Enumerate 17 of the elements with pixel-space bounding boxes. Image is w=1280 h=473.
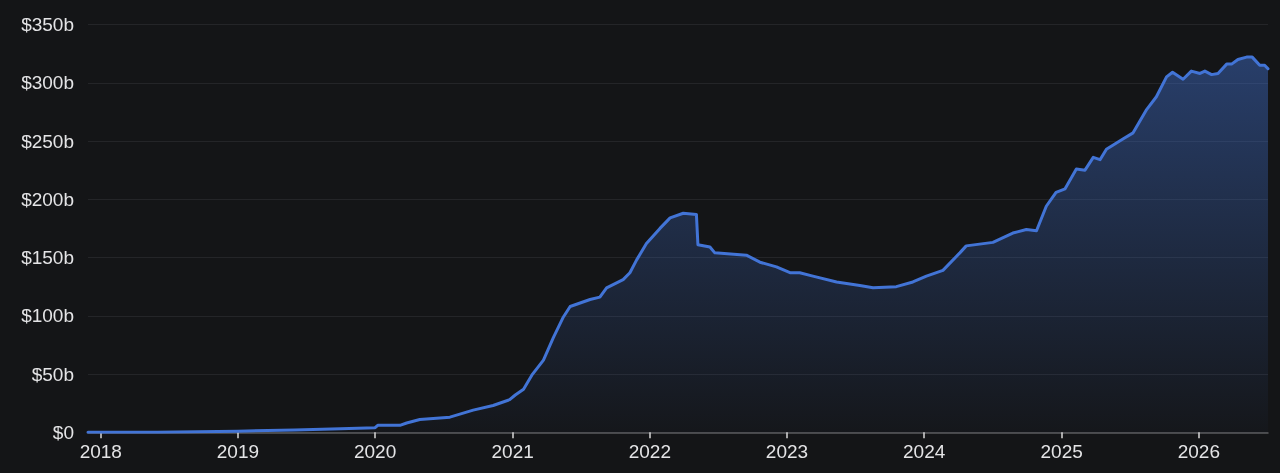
x-tick-label: 2021 — [491, 441, 534, 463]
x-tick-label: 2026 — [1177, 441, 1220, 463]
x-tick-label: 2019 — [216, 441, 260, 463]
x-tick-label: 2022 — [628, 441, 671, 463]
y-tick-label: $0 — [52, 421, 74, 443]
y-tick-label: $350b — [21, 14, 74, 35]
y-tick-label: $150b — [21, 247, 74, 269]
y-tick-label: $300b — [21, 72, 74, 94]
y-tick-label: $200b — [21, 188, 74, 210]
y-tick-label: $100b — [21, 305, 74, 327]
y-tick-label: $250b — [21, 130, 74, 152]
x-tick-label: 2023 — [765, 441, 809, 463]
y-tick-label: $50b — [31, 363, 74, 385]
x-tick-label: 2020 — [353, 441, 397, 463]
x-tick-label: 2018 — [79, 441, 122, 463]
x-tick-label: 2025 — [1040, 441, 1083, 463]
x-tick-label: 2024 — [903, 441, 946, 463]
